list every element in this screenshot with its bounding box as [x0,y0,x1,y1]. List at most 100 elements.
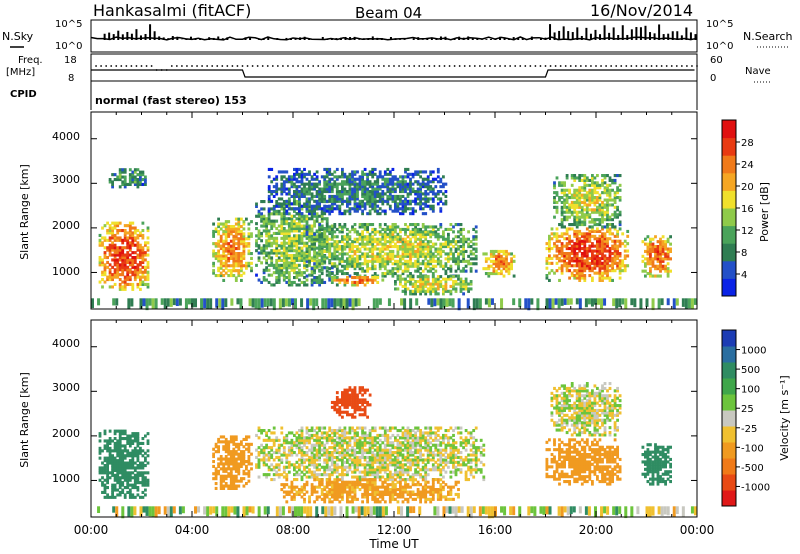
echo-cell [234,242,238,246]
near-range-cell [163,506,167,515]
echo-cell [232,266,236,270]
echo-cell [644,274,647,278]
near-range-cell [345,298,349,310]
echo-cell [426,230,430,234]
echo-cell [457,252,460,256]
echo-cell [616,254,619,258]
echo-cell [139,466,142,470]
echo-cell [603,218,607,222]
near-range-cell [372,506,376,515]
echo-cell [298,207,301,211]
echo-cell [139,449,142,453]
echo-cell [298,236,301,240]
echo-cell [388,194,392,198]
echo-cell [573,208,577,212]
echo-cell [219,227,223,231]
echo-cell [414,180,417,184]
echo-cell [603,234,607,238]
nave-point [398,65,400,67]
echo-cell [429,190,433,194]
echo-cell [118,478,122,482]
echo-cell [219,264,223,268]
echo-cell [611,247,614,251]
echo-cell [578,178,582,182]
echo-cell [394,267,397,271]
echo-cell [363,225,367,229]
echo-cell [394,194,397,198]
echo-cell [462,259,465,263]
echo-cell [103,263,107,267]
echo-cell [257,256,261,260]
echo-cell [391,245,395,249]
echo-cell [313,177,316,181]
echo-cell [426,180,430,184]
echo-cell [399,267,402,271]
nave-point [650,65,653,67]
echo-cell [133,180,137,184]
echo-cell [133,170,137,174]
echo-cell [111,278,114,282]
echo-cell [404,197,407,201]
echo-cell [409,280,412,284]
echo-cell [323,209,327,213]
echo-cell [116,459,120,463]
echo-cell [386,235,390,239]
echo-cell [126,451,130,455]
nave-point [665,65,668,67]
echo-cell [649,240,652,244]
echo-cell [270,251,274,255]
echo-cell [353,240,357,244]
echo-cell [661,267,665,271]
echo-cell [601,244,604,248]
near-range-cell [166,298,170,307]
search-noise-bar [417,37,420,40]
nave-point [691,65,693,67]
echo-cell [368,204,372,208]
echo-cell [126,471,130,475]
echo-cell [585,210,589,214]
echo-cell [447,257,450,261]
echo-cell [305,217,309,221]
echo-cell [262,222,266,226]
echo-cell [378,230,382,234]
echo-cell [308,185,311,189]
echo-cell [277,263,281,267]
echo-cell [123,236,127,240]
echo-cell [108,449,112,453]
echo-cell [113,173,117,177]
echo-cell [300,212,304,216]
echo-cell [565,264,569,268]
near-range-cell [615,506,619,516]
echo-cell [371,267,375,271]
echo-cell [133,268,137,272]
echo-cell [136,256,140,260]
echo-cell [346,259,349,263]
echo-cell [416,269,420,273]
echo-cell [424,252,428,256]
echo-cell [255,222,258,226]
echo-cell [469,240,473,244]
echo-cell [596,191,599,195]
echo-cell [588,234,592,238]
echo-cell [136,173,140,177]
echo-cell [111,490,114,494]
echo-cell [603,213,607,217]
near-range-cell [400,298,404,306]
echo-cell [388,207,392,211]
echo-cell [333,254,337,258]
echo-cell [611,218,614,222]
echo-cell [126,473,130,477]
echo-cell [666,257,670,261]
echo-cell [472,257,476,261]
echo-cell [570,264,574,268]
echo-cell [250,252,253,256]
echo-cell [371,187,375,191]
echo-cell [429,259,433,263]
echo-cell [113,466,117,470]
echo-cell [431,227,435,231]
echo-cell [282,217,286,221]
echo-cell [558,266,561,270]
echo-cell [126,483,130,487]
echo-cell [139,282,142,286]
echo-cell [404,209,407,213]
